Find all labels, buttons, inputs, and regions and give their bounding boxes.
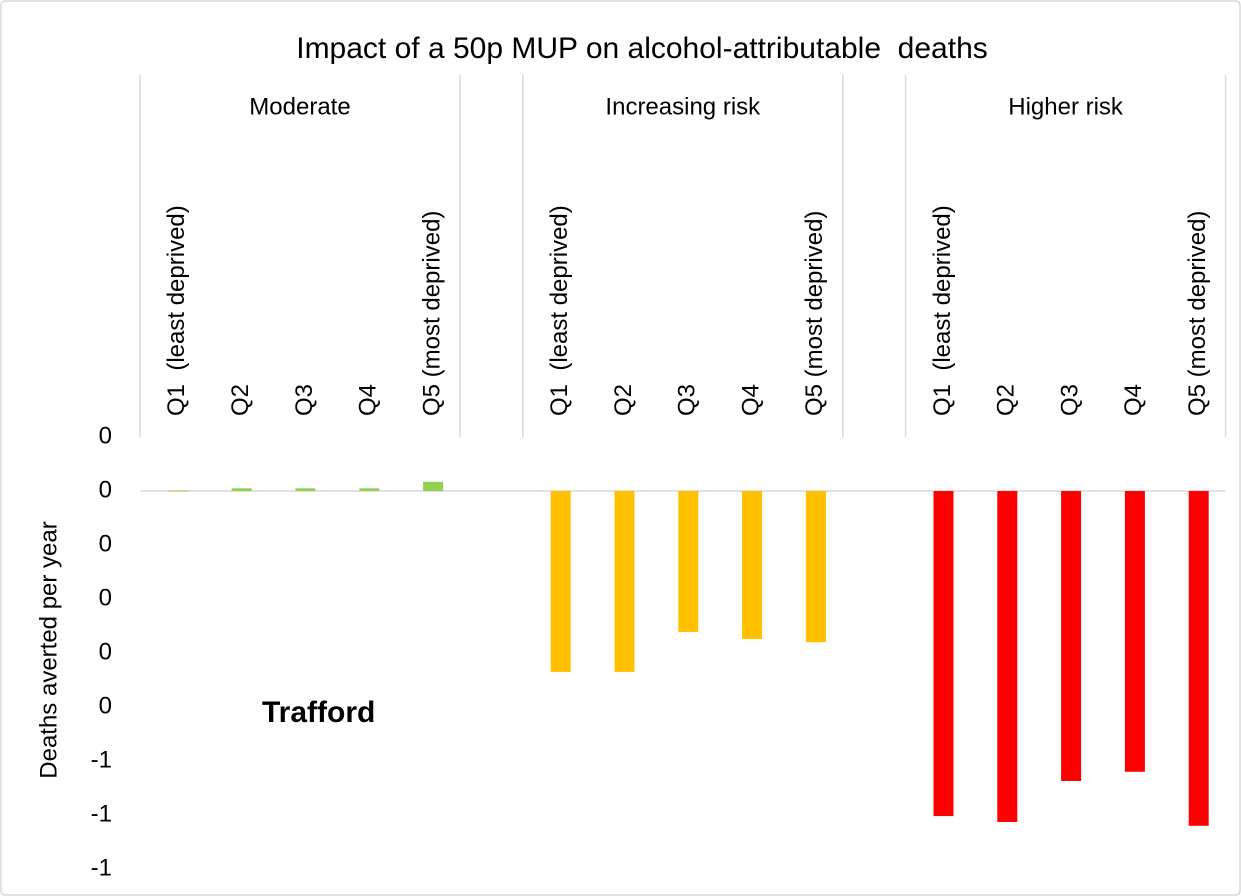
x-tick-label: Q2 bbox=[993, 384, 1020, 416]
y-tick-label: 0 bbox=[99, 692, 112, 719]
bar bbox=[997, 491, 1018, 823]
y-tick-label: 0 bbox=[99, 530, 112, 557]
y-axis-label: Deaths averted per year bbox=[35, 521, 62, 778]
bar bbox=[423, 481, 444, 491]
x-tick-label: Q4 bbox=[355, 384, 382, 416]
x-tick-label: Q1 (least deprived) bbox=[929, 205, 956, 416]
bar bbox=[678, 491, 699, 632]
bar bbox=[231, 488, 252, 491]
bar bbox=[742, 491, 763, 639]
y-tick-label: -1 bbox=[91, 854, 112, 881]
y-tick-label: -1 bbox=[91, 800, 112, 827]
bar bbox=[933, 491, 954, 817]
x-tick-label: Q1 (least deprived) bbox=[546, 205, 573, 416]
group-label: Higher risk bbox=[1008, 93, 1124, 120]
x-tick-label: Q2 bbox=[227, 384, 254, 416]
group-label: Moderate bbox=[249, 93, 350, 120]
x-tick-label: Q1 (least deprived) bbox=[163, 205, 190, 416]
bar bbox=[1124, 491, 1145, 772]
annotation: Trafford bbox=[262, 696, 375, 729]
x-tick-label: Q3 bbox=[1056, 384, 1083, 416]
bar bbox=[805, 491, 826, 643]
x-tick-label: Q5 (most deprived) bbox=[801, 211, 828, 416]
y-tick-label: 0 bbox=[99, 422, 112, 449]
y-tick-label: 0 bbox=[99, 476, 112, 503]
x-tick-label: Q5 (most deprived) bbox=[1184, 211, 1211, 416]
bar bbox=[1061, 491, 1082, 781]
x-tick-label: Q4 bbox=[737, 384, 764, 416]
x-tick-label: Q3 bbox=[291, 384, 318, 416]
y-tick-label: -1 bbox=[91, 746, 112, 773]
bar bbox=[295, 488, 316, 491]
group-label: Increasing risk bbox=[605, 93, 761, 120]
x-tick-label: Q5 (most deprived) bbox=[418, 211, 445, 416]
bar bbox=[1188, 491, 1209, 826]
y-tick-label: 0 bbox=[99, 584, 112, 611]
bar bbox=[614, 491, 635, 672]
chart-title: Impact of a 50p MUP on alcohol-attributa… bbox=[296, 32, 988, 65]
bar bbox=[359, 488, 380, 491]
y-tick-label: 0 bbox=[99, 638, 112, 665]
bar bbox=[167, 490, 188, 492]
x-tick-label: Q3 bbox=[674, 384, 701, 416]
x-tick-label: Q4 bbox=[1120, 384, 1147, 416]
bar bbox=[550, 491, 571, 672]
x-tick-label: Q2 bbox=[610, 384, 637, 416]
